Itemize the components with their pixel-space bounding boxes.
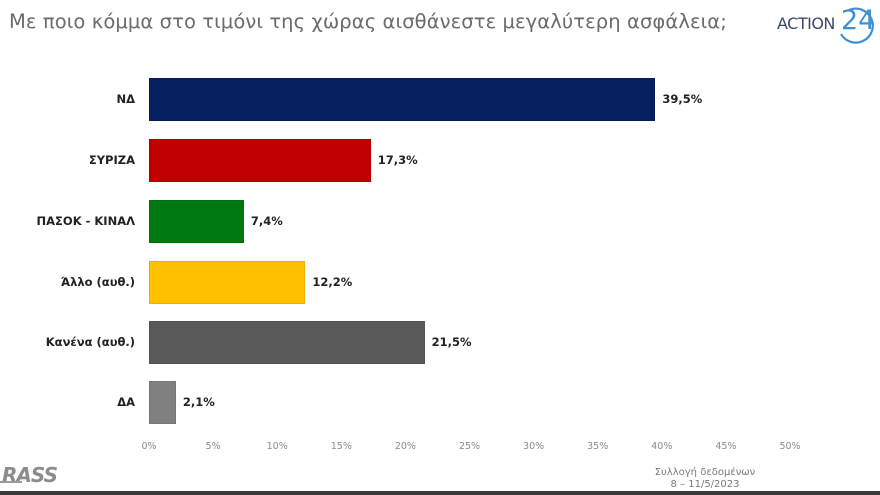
category-label: ΝΔ xyxy=(116,92,135,106)
bar xyxy=(149,78,656,121)
x-tick-label: 30% xyxy=(523,441,545,452)
logo-number: 24 xyxy=(841,5,876,36)
x-tick-label: 15% xyxy=(330,441,352,452)
x-tick-label: 35% xyxy=(587,441,609,452)
x-tick-label: 25% xyxy=(458,441,481,452)
x-tick-label: 10% xyxy=(266,441,288,452)
value-label: 7,4% xyxy=(250,214,283,228)
category-label: ΠΑΣΟΚ - ΚΙΝΑΛ xyxy=(36,214,135,228)
bar xyxy=(149,200,244,243)
value-label: 39,5% xyxy=(662,92,703,106)
note-label: Συλλογή δεδομένων xyxy=(654,467,756,478)
data-collection-note: Συλλογή δεδομένων 8 – 11/5/2023 xyxy=(640,467,770,491)
value-label: 2,1% xyxy=(182,395,215,409)
category-label: ΔΑ xyxy=(117,395,135,409)
chart-title: Με ποιο κόμμα στο τιμόνι της χώρας αισθά… xyxy=(9,10,727,33)
note-dates: 8 – 11/5/2023 xyxy=(670,479,740,490)
rass-logo-underline xyxy=(0,481,22,483)
bottom-strip xyxy=(0,491,880,495)
value-label: 17,3% xyxy=(377,153,418,167)
x-tick-label: 0% xyxy=(141,441,157,452)
logo-text: ACTION xyxy=(777,14,835,33)
bar xyxy=(149,321,425,364)
value-label: 21,5% xyxy=(431,335,472,349)
x-tick-label: 20% xyxy=(394,441,416,452)
x-tick-label: 40% xyxy=(651,441,673,452)
rass-logo: RASS xyxy=(2,463,58,487)
x-tick-label: 5% xyxy=(205,441,221,452)
value-label: 12,2% xyxy=(312,275,353,289)
logo-circle-icon xyxy=(840,7,874,44)
x-tick-label: 50% xyxy=(779,441,801,452)
bar xyxy=(149,381,176,424)
bar xyxy=(149,261,306,304)
bar xyxy=(149,139,371,182)
x-tick-label: 45% xyxy=(715,441,737,452)
category-label: Άλλο (αυθ.) xyxy=(60,275,135,289)
category-label: ΣΥΡΙΖΑ xyxy=(88,153,135,167)
category-label: Κανένα (αυθ.) xyxy=(45,335,135,349)
action24-logo: ACTION 24 xyxy=(777,4,877,44)
